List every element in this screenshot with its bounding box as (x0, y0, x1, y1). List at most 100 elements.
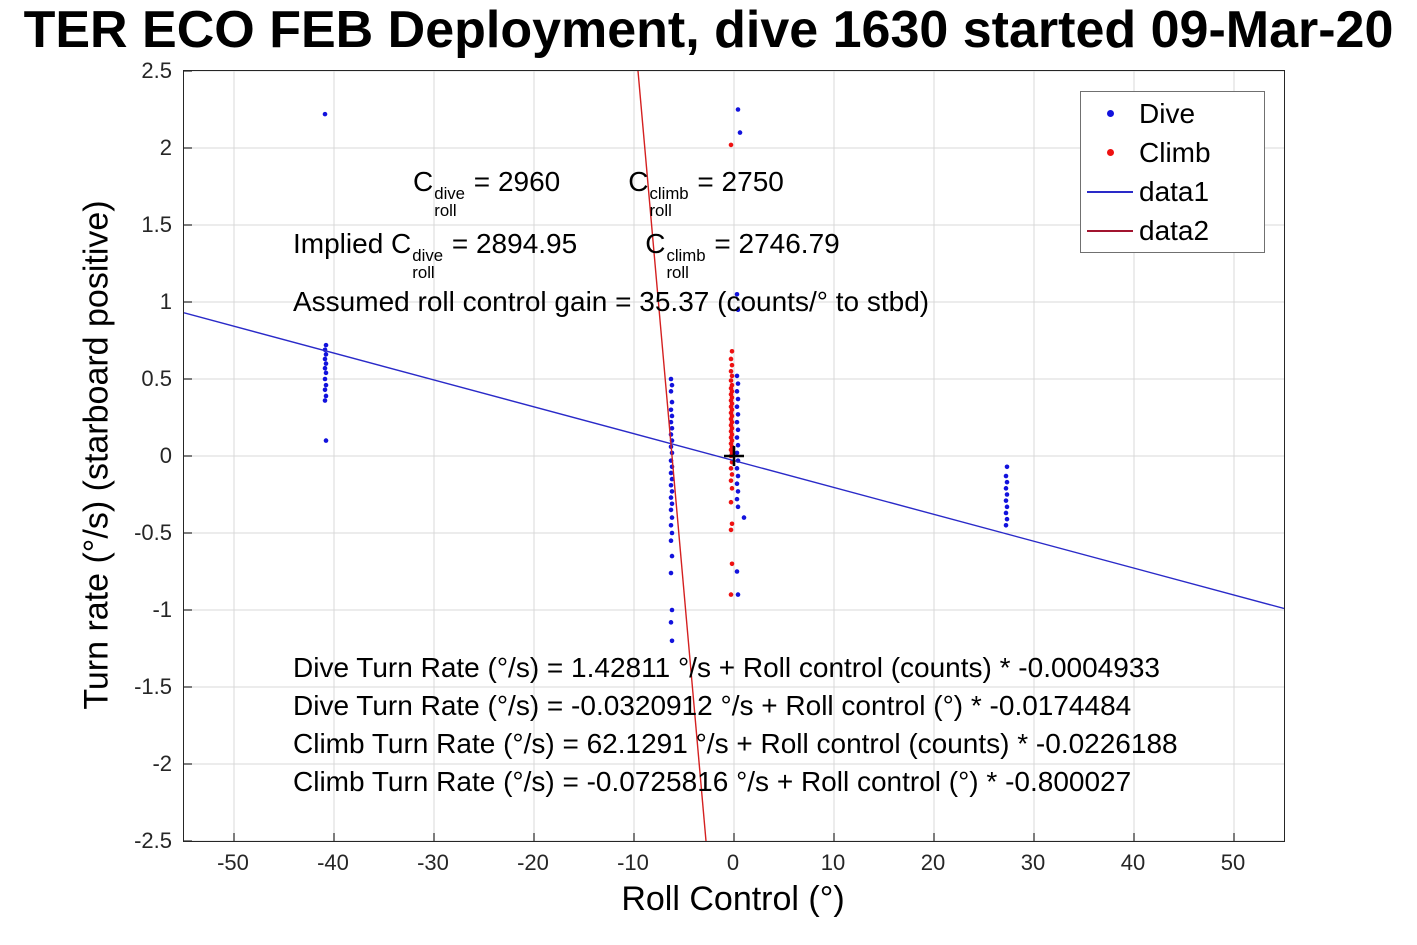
legend-label: Climb (1139, 136, 1211, 168)
scatter-point-dive (322, 365, 328, 371)
scatter-point-dive (737, 130, 743, 135)
scatter-point-dive (669, 476, 675, 482)
scatter-point-dive (734, 389, 740, 394)
scatter-point-dive (735, 427, 741, 433)
scatter-point-dive (735, 396, 741, 402)
scatter-point-dive (668, 507, 674, 513)
scatter-point-dive (323, 361, 329, 366)
figure-title: TER ECO FEB Deployment, dive 1630 starte… (23, 1, 1394, 59)
x-tick-label: 0 (726, 850, 740, 875)
scatter-point-dive (323, 393, 329, 399)
fit-equation: Climb Turn Rate (°/s) = -0.0725816 °/s +… (293, 766, 1132, 797)
scatter-point-climb (728, 478, 734, 483)
scatter-point-climb (728, 369, 734, 374)
scatter-point-dive (741, 515, 747, 520)
scatter-point-climb (728, 378, 734, 383)
y-tick-label: 2 (159, 135, 172, 160)
scatter-point-dive (734, 292, 740, 297)
scatter-point-dive (1004, 492, 1010, 497)
scatter-point-climb (728, 592, 734, 597)
scatter-point-dive (735, 592, 741, 597)
y-tick-label: -0.5 (134, 520, 172, 545)
scatter-point-dive (734, 404, 740, 410)
scatter-point-dive (669, 425, 675, 431)
scatter-point-dive (734, 419, 740, 425)
scatter-point-dive (735, 504, 741, 510)
scatter-point-dive (734, 569, 740, 574)
scatter-point-dive (323, 382, 329, 388)
scatter-point-dive (734, 435, 740, 440)
scatter-point-dive (734, 450, 740, 456)
scatter-point-dive (1004, 464, 1010, 470)
legend-label: data1 (1139, 175, 1210, 207)
scatter-point-dive (735, 107, 741, 112)
scatter-point-dive (1003, 498, 1009, 503)
x-tick-label: -30 (417, 850, 449, 875)
scatter-point-climb (729, 486, 735, 491)
scatter-point-dive (668, 523, 674, 528)
scatter-point-dive (1003, 523, 1009, 528)
legend-entry-dive: Dive (1081, 94, 1264, 133)
fit-equation: Dive Turn Rate (°/s) = 1.42811 °/s + Rol… (293, 652, 1160, 683)
scatter-point-dive (669, 489, 675, 494)
scatter-point-dive (668, 570, 674, 576)
scatter-point-climb (729, 362, 735, 368)
scatter-point-climb (728, 466, 734, 471)
scatter-point-climb (728, 142, 734, 148)
scatter-point-dive (1004, 504, 1010, 510)
x-tick-label: -50 (217, 850, 249, 875)
scatter-point-dive (735, 307, 741, 312)
y-tick-label: -2.5 (134, 828, 172, 853)
legend-line-sample (1081, 190, 1139, 193)
annotation-roll-gain: Assumed roll control gain = 35.37 (count… (293, 286, 930, 317)
chart-canvas (184, 71, 1284, 841)
legend-dot-marker (1081, 110, 1139, 117)
scatter-point-dive (734, 496, 740, 502)
scatter-point-dive (735, 412, 741, 417)
scatter-point-dive (669, 638, 675, 644)
y-tick-label: 2.5 (141, 58, 172, 83)
fit-line-data2 (637, 71, 707, 841)
scatter-point-dive (669, 530, 675, 536)
x-axis-label: Roll Control (°) (621, 880, 845, 918)
legend-label: Dive (1139, 97, 1196, 129)
scatter-point-dive (1003, 486, 1009, 491)
scatter-point-climb (729, 561, 735, 567)
scatter-point-dive (322, 356, 328, 362)
scatter-point-dive (1004, 516, 1010, 522)
scatter-point-dive (1003, 473, 1009, 479)
x-tick-label: -40 (317, 850, 349, 875)
scatter-point-dive (1004, 479, 1010, 485)
scatter-point-dive (668, 419, 674, 425)
scatter-point-dive (322, 387, 328, 393)
scatter-point-dive (323, 438, 329, 443)
scatter-point-climb (728, 356, 734, 362)
x-tick-label: -10 (617, 850, 649, 875)
scatter-point-dive (668, 538, 674, 543)
legend-entry-climb: Climb (1081, 133, 1264, 172)
scatter-point-dive (668, 407, 674, 413)
scatter-point-dive (323, 370, 329, 376)
x-tick-label: 30 (1020, 850, 1046, 875)
scatter-point-dive (668, 482, 674, 488)
legend-entry-data2: data2 (1081, 211, 1264, 250)
scatter-point-dive (322, 376, 328, 382)
scatter-point-dive (734, 466, 740, 471)
plot-area: Dive Climb data1 data2 (183, 70, 1285, 842)
scatter-point-dive (735, 381, 741, 386)
scatter-point-dive (668, 620, 674, 625)
y-tick-label: -1.5 (134, 674, 172, 699)
scatter-point-dive (669, 413, 675, 419)
scatter-point-climb (729, 373, 735, 379)
legend-label: data2 (1139, 214, 1210, 246)
y-tick-label: 1 (159, 289, 172, 314)
scatter-point-dive (734, 481, 740, 487)
scatter-point-dive (322, 111, 328, 117)
scatter-point-dive (1003, 510, 1009, 516)
